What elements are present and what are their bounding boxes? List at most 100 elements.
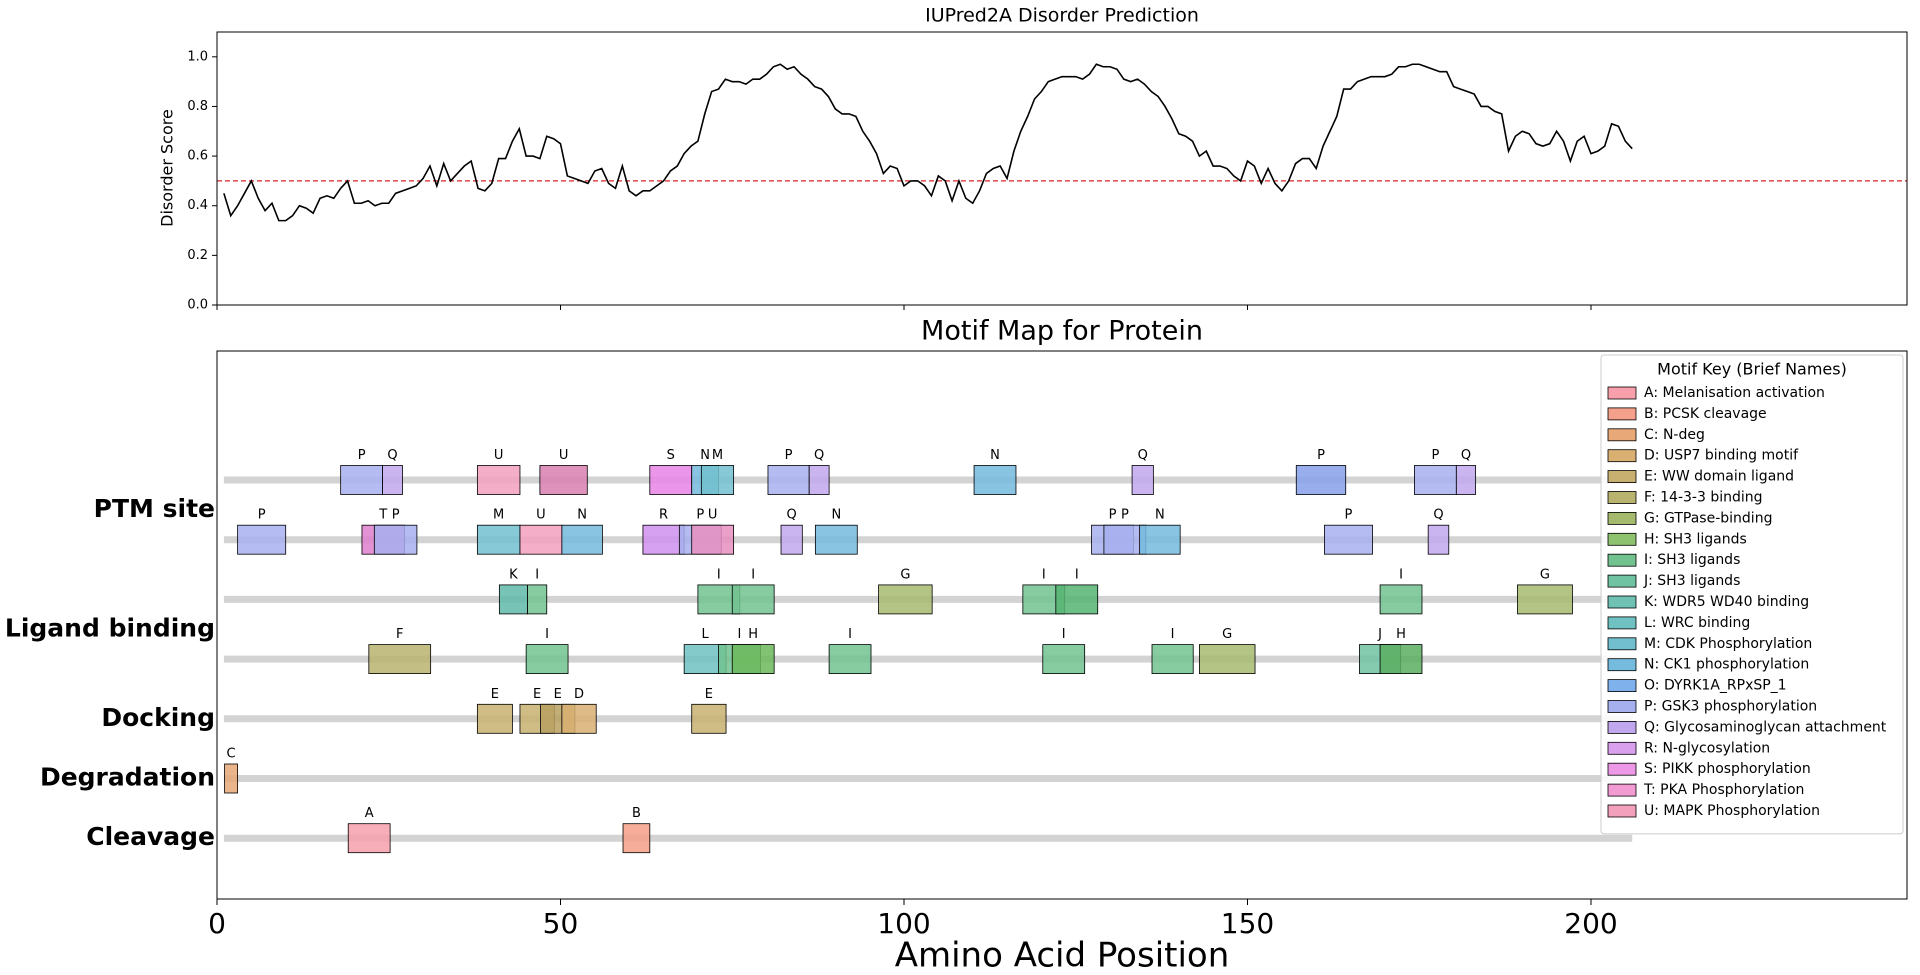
motif-box xyxy=(731,644,775,674)
motif-box xyxy=(731,584,775,615)
plot-frame xyxy=(216,350,1908,900)
motif-label: R xyxy=(659,508,668,523)
motif-label: P xyxy=(392,508,400,523)
motif-box xyxy=(527,584,548,615)
motif-box xyxy=(476,703,513,734)
legend-label: J: SH3 ligands xyxy=(1643,573,1740,589)
motif-box xyxy=(1379,644,1423,674)
y-tick-label: 0.6 xyxy=(187,149,208,164)
legend-swatch xyxy=(1607,679,1637,692)
motif-label: A xyxy=(365,806,374,821)
legend-swatch xyxy=(1607,658,1637,672)
legend-label: O: DYRK1A_RPxSP_1 xyxy=(1644,678,1787,694)
motif-label: N xyxy=(1155,508,1165,523)
motif-label: P xyxy=(258,508,266,523)
x-axis-label: Amino Acid Position xyxy=(895,936,1230,975)
legend-swatch xyxy=(1607,512,1637,525)
legend-swatch xyxy=(1607,407,1637,421)
legend-swatch xyxy=(1607,491,1637,504)
legend-label: C: N-deg xyxy=(1644,427,1705,443)
legend-swatch xyxy=(1607,595,1637,609)
motif-box xyxy=(814,524,858,555)
y-tick-label: 0.2 xyxy=(187,248,208,263)
motif-label: U xyxy=(559,448,569,463)
legend-label: I: SH3 ligands xyxy=(1644,552,1740,568)
motif-box xyxy=(1455,465,1476,495)
legend-label: U: MAPK Phosphorylation xyxy=(1644,803,1820,819)
motif-box xyxy=(347,823,391,854)
motif-label: I xyxy=(751,567,755,582)
motif-label: P xyxy=(785,448,793,463)
y-axis-label: Disorder Score xyxy=(158,109,177,227)
motif-label: Q xyxy=(387,448,397,463)
motif-label: I xyxy=(1075,567,1079,582)
y-tick-label: 0.4 xyxy=(187,198,208,213)
motif-box xyxy=(649,465,693,495)
motif-box xyxy=(539,465,588,495)
legend-swatch xyxy=(1607,449,1637,463)
motif-label: G xyxy=(1540,567,1550,582)
motif-label: P xyxy=(1317,448,1325,463)
motif-label: N xyxy=(700,448,710,463)
motif-label: H xyxy=(748,627,758,642)
motif-label: G xyxy=(1222,627,1232,642)
motif-label: Q xyxy=(814,448,824,463)
legend-label: M: CDK Phosphorylation xyxy=(1644,636,1812,652)
motif-box xyxy=(1131,465,1154,495)
motif-label: E xyxy=(533,687,541,702)
motif-box xyxy=(561,703,597,734)
legend-label: S: PIKK phosphorylation xyxy=(1644,761,1811,777)
legend-label: R: N-glycosylation xyxy=(1644,740,1770,756)
motif-label: Q xyxy=(1138,448,1148,463)
motif-label: K xyxy=(509,567,518,582)
motif-box xyxy=(691,524,735,555)
legend-swatch xyxy=(1607,783,1637,797)
motif-label: L xyxy=(701,627,709,642)
x-tick-label: 0 xyxy=(208,907,226,940)
motif-box xyxy=(1198,644,1256,674)
motif-label: H xyxy=(1396,627,1406,642)
legend-label: F: 14-3-3 binding xyxy=(1644,490,1763,506)
motif-label: N xyxy=(577,508,587,523)
motif-box xyxy=(237,524,287,555)
plot-frame xyxy=(216,31,1908,306)
motif-label: B xyxy=(632,806,641,821)
motif-box xyxy=(878,584,933,615)
motif-label: I xyxy=(1062,627,1066,642)
legend-swatch xyxy=(1607,574,1637,588)
motif-box xyxy=(1103,524,1147,555)
legend-swatch xyxy=(1607,637,1637,651)
motif-label: P xyxy=(1109,508,1117,523)
motif-label: E xyxy=(491,687,499,702)
legend-label: K: WDR5 WD40 binding xyxy=(1644,594,1809,610)
legend-label: D: USP7 binding motif xyxy=(1644,448,1799,464)
motif-label: P xyxy=(696,508,704,523)
motif-box xyxy=(224,763,239,794)
legend-label: G: GTPase-binding xyxy=(1644,510,1772,526)
legend-swatch xyxy=(1607,721,1637,734)
motif-box xyxy=(476,524,521,555)
motif-label: I xyxy=(848,627,852,642)
motif-box xyxy=(373,524,418,555)
legend-swatch xyxy=(1607,616,1637,630)
motif-label: U xyxy=(708,508,718,523)
motif-label: E xyxy=(554,687,562,702)
motif-box xyxy=(1414,465,1457,495)
legend-title: Motif Key (Brief Names) xyxy=(1657,360,1847,379)
legend-label: B: PCSK cleavage xyxy=(1644,406,1767,422)
motif-box xyxy=(519,524,563,555)
track-label: PTM site xyxy=(94,494,215,523)
legend-swatch xyxy=(1607,532,1637,546)
motif-box xyxy=(340,465,383,495)
motif-label: T xyxy=(378,508,387,523)
motif-box xyxy=(828,644,872,674)
motif-box xyxy=(1324,524,1373,555)
track-label: Cleavage xyxy=(86,822,215,851)
motif-box xyxy=(476,465,521,495)
motif-label: Q xyxy=(1461,448,1471,463)
motif-box xyxy=(1379,584,1423,615)
legend-label: Q: Glycosaminoglycan attachment xyxy=(1644,719,1887,735)
legend-swatch xyxy=(1607,762,1637,776)
